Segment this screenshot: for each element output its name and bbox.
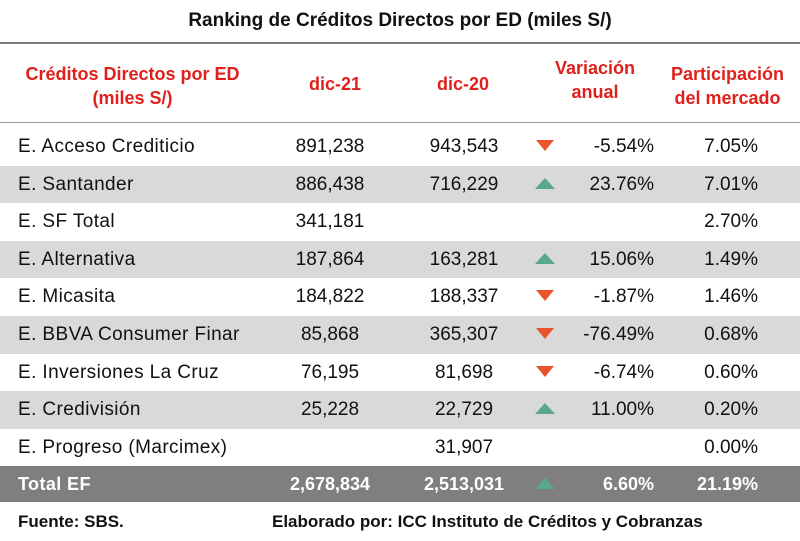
cell-entity: E. SF Total [18, 211, 115, 233]
cell-dic21: 891,238 [295, 136, 365, 157]
header-variation-line2: anual [571, 82, 619, 102]
cell-variation: 23.76% [589, 173, 654, 195]
table-body: E. Acceso Crediticio 891,238 943,543 -5.… [0, 128, 800, 466]
cell-dic20: 81,698 [434, 361, 494, 383]
table-row: E. Santander 886,438 716,229 23.76% 7.01… [0, 165, 800, 204]
header-dic20: dic-20 [436, 74, 490, 94]
trend-down-icon [533, 354, 557, 392]
cell-participation: 1.46% [704, 286, 758, 308]
total-participation: 21.19% [696, 474, 758, 494]
trend-down-icon [533, 278, 557, 316]
cell-participation: 2.70% [704, 211, 758, 233]
cell-entity: E. Credivisión [18, 399, 141, 421]
cell-variation: -5.54% [593, 136, 654, 157]
table-row: E. SF Total 341,181 2.70% [0, 203, 800, 241]
cell-dic21: 184,822 [295, 286, 365, 308]
trend-up-icon [533, 166, 557, 204]
cell-variation: 11.00% [590, 399, 654, 421]
cell-dic21: 85,868 [300, 323, 360, 345]
cell-participation: 0.68% [704, 323, 758, 345]
total-variation: 6.60% [602, 474, 654, 494]
header-participation-line2: del mercado [674, 88, 781, 108]
cell-entity: E. Alternativa [18, 248, 136, 270]
cell-dic20: 163,281 [429, 248, 499, 270]
cell-participation: 7.05% [704, 136, 758, 157]
cell-dic21: 76,195 [300, 361, 360, 383]
cell-participation: 1.49% [704, 248, 758, 270]
header-name-line2: (miles S/) [92, 88, 173, 108]
cell-entity: E. BBVA Consumer Finar [18, 323, 240, 345]
cell-variation: 15.06% [589, 248, 654, 270]
header-participation: Participación del mercado [655, 62, 800, 110]
trend-none [533, 203, 557, 241]
cell-dic21: 187,864 [295, 248, 365, 270]
table-row: E. Progreso (Marcimex) 31,907 0.00% [0, 429, 800, 467]
cell-entity: E. Acceso Crediticio [18, 136, 195, 157]
cell-dic21 [275, 429, 385, 467]
total-label: Total EF [18, 474, 91, 494]
table-row: E. Alternativa 187,864 163,281 15.06% 1.… [0, 240, 800, 279]
cell-variation: -76.49% [583, 323, 654, 345]
total-dic21: 2,678,834 [289, 474, 371, 494]
trend-up-icon [533, 391, 557, 429]
table-row: E. Acceso Crediticio 891,238 943,543 -5.… [0, 128, 800, 166]
cell-participation: 0.60% [704, 361, 758, 383]
total-dic20: 2,513,031 [423, 474, 505, 494]
header-variation-line1: Variación [554, 58, 636, 78]
header-participation-line1: Participación [670, 64, 785, 84]
table-row: E. Inversiones La Cruz 76,195 81,698 -6.… [0, 354, 800, 392]
cell-entity: E. Progreso (Marcimex) [18, 436, 228, 458]
trend-none [533, 429, 557, 467]
cell-dic20: 31,907 [434, 436, 494, 458]
trend-up-icon [533, 466, 557, 502]
header-name: Créditos Directos por ED (miles S/) [0, 62, 265, 110]
cell-participation: 7.01% [704, 173, 758, 195]
cell-dic20: 716,229 [429, 173, 499, 195]
header-dic21: dic-21 [308, 74, 362, 94]
header-divider [0, 122, 800, 123]
header-name-line1: Créditos Directos por ED [25, 64, 240, 84]
cell-entity: E. Inversiones La Cruz [18, 361, 219, 383]
cell-entity: E. Santander [18, 173, 134, 195]
trend-down-icon [533, 128, 557, 166]
cell-dic21: 341,181 [295, 211, 365, 233]
cell-variation: -6.74% [593, 361, 654, 383]
cell-participation: 0.00% [704, 436, 758, 458]
header-variation: Variación anual [535, 56, 655, 104]
table-title: Ranking de Créditos Directos por ED (mil… [188, 10, 612, 31]
table-row: E. Credivisión 25,228 22,729 11.00% 0.20… [0, 391, 800, 429]
table-row: E. Micasita 184,822 188,337 -1.87% 1.46% [0, 278, 800, 316]
cell-dic20: 365,307 [429, 323, 499, 345]
total-row: Total EF 2,678,834 2,513,031 6.60% 21.19… [0, 466, 800, 502]
trend-down-icon [533, 316, 557, 354]
cell-dic20: 22,729 [434, 399, 494, 421]
cell-variation [557, 429, 654, 467]
cell-entity: E. Micasita [18, 286, 116, 308]
cell-variation [557, 203, 654, 241]
trend-up-icon [533, 241, 557, 279]
cell-dic20: 943,543 [429, 136, 499, 157]
table-row: E. BBVA Consumer Finar 85,868 365,307 -7… [0, 315, 800, 354]
cell-variation: -1.87% [593, 286, 654, 308]
cell-dic21: 886,438 [295, 173, 365, 195]
footer-source: Fuente: SBS. [18, 512, 124, 531]
footer-prepared-by: Elaborado por: ICC Instituto de Créditos… [272, 512, 703, 531]
cell-dic20: 188,337 [429, 286, 499, 308]
top-divider [0, 42, 800, 44]
cell-participation: 0.20% [704, 399, 758, 421]
cell-dic21: 25,228 [300, 399, 360, 421]
cell-dic20 [405, 203, 523, 241]
